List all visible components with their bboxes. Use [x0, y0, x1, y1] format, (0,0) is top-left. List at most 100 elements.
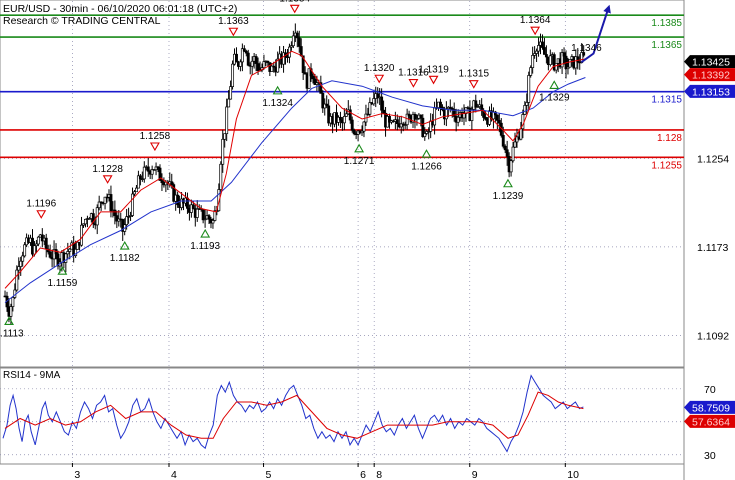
- swing-low-marker: [57, 266, 68, 275]
- swing-low-marker: [354, 143, 365, 153]
- candle-body: [113, 209, 117, 216]
- swing-high-marker: [149, 142, 160, 152]
- swing-low-label: 1.1324: [262, 98, 293, 109]
- candle-body: [376, 93, 380, 99]
- candle-body: [338, 116, 342, 121]
- candle-body: [462, 113, 466, 119]
- candle-body: [91, 213, 95, 225]
- swing-high-label: 1.1363: [218, 16, 249, 27]
- last-price-tag-bg: [684, 55, 735, 69]
- swing-low-marker: [200, 228, 211, 238]
- candle-body: [242, 48, 246, 52]
- candle-body: [219, 163, 223, 190]
- candle-body: [537, 45, 540, 52]
- candle-body: [533, 53, 537, 56]
- candle-body: [262, 61, 266, 69]
- candle-body: [201, 208, 205, 221]
- swing-high-marker: [408, 79, 419, 88]
- candle-body: [195, 208, 199, 218]
- ma-slow-line: [4, 77, 586, 303]
- x-tick-label: 9: [472, 469, 478, 480]
- candle-body: [21, 255, 25, 262]
- candle-body: [480, 104, 484, 111]
- candle-body: [311, 75, 315, 80]
- candle-body: [74, 248, 78, 256]
- candle-body: [350, 119, 354, 131]
- swing-high-label: 1.1315: [458, 69, 489, 80]
- candle-body: [170, 181, 174, 185]
- candle-body: [97, 201, 101, 209]
- candle-body: [131, 193, 134, 216]
- candle-body: [519, 128, 523, 140]
- swing-low-marker: [421, 149, 432, 158]
- candle-body: [17, 266, 21, 271]
- candle-body: [217, 189, 221, 212]
- candle-body: [348, 109, 352, 121]
- chart-source: Research © TRADING CENTRAL: [3, 15, 161, 27]
- candle-body: [225, 106, 229, 135]
- candle-body: [138, 175, 142, 180]
- swing-high-label: 1.1384: [279, 0, 310, 4]
- candle-body: [246, 52, 250, 66]
- candle-body: [103, 196, 107, 204]
- candle-body: [415, 118, 419, 120]
- candle-body: [229, 86, 233, 100]
- candle-body: [476, 106, 480, 108]
- candle-body: [439, 101, 442, 108]
- candle-body: [66, 251, 70, 255]
- candle-body: [240, 48, 244, 63]
- ma-fast-price-tag-label: 1.13392: [692, 70, 730, 82]
- rsi-tick-label: 30: [704, 450, 716, 462]
- rsi-9ma-line: [4, 391, 584, 439]
- swing-high-marker: [468, 80, 479, 89]
- price-label: 1.1346: [571, 43, 602, 54]
- candle-body: [23, 244, 27, 257]
- rsi14-line: [2, 374, 584, 453]
- candle-body: [235, 53, 238, 63]
- x-tick-label: 3: [74, 469, 80, 480]
- ma-fast-price-tag-bg: [684, 68, 735, 82]
- swing-low-marker: [4, 316, 15, 326]
- candle-body: [146, 166, 150, 172]
- candle-body: [427, 130, 431, 133]
- candle-body: [129, 215, 133, 217]
- candle-body: [83, 218, 87, 225]
- swing-low-label: 1.1239: [493, 191, 524, 202]
- swing-high-label: 1.1319: [418, 64, 449, 75]
- price-tick-label: 1.1254: [697, 153, 729, 165]
- rsi-ma-value-tag-label: 57.6364: [692, 416, 730, 428]
- candle-body: [444, 108, 448, 120]
- candle-body: [231, 63, 235, 87]
- candle-body: [421, 117, 425, 138]
- candle-body: [223, 133, 227, 140]
- candle-body: [15, 269, 19, 291]
- candle-body: [501, 134, 505, 147]
- candle-body: [136, 175, 140, 189]
- swing-low-label: 1.1329: [539, 92, 570, 103]
- candle-body: [11, 297, 15, 307]
- candle-body: [158, 167, 162, 181]
- candle-body: [474, 100, 478, 108]
- candle-body: [382, 109, 386, 114]
- candle-body: [360, 130, 364, 134]
- candle-body: [289, 45, 293, 48]
- swing-high-label: 1.1320: [364, 63, 395, 74]
- candle-body: [452, 109, 456, 117]
- candle-body: [211, 220, 215, 224]
- candle-body: [68, 248, 72, 252]
- candle-body: [560, 52, 564, 68]
- candle-body: [552, 54, 556, 71]
- candle-body: [64, 253, 68, 263]
- candle-body: [213, 210, 217, 221]
- annotations-layer: 1.1385 1.1365 1.1315 1.128 1.1255 1.1113 1.119…: [0, 0, 682, 339]
- x-tick-label: 4: [171, 469, 177, 480]
- swing-high-label: 1.1228: [92, 164, 123, 175]
- candle-body: [380, 96, 384, 111]
- candle-body: [297, 37, 301, 47]
- level-label-pivot: 1.1315: [651, 95, 682, 106]
- candle-body: [48, 251, 52, 258]
- candle-body: [127, 216, 131, 218]
- candle-body: [46, 248, 50, 253]
- candle-body: [535, 50, 539, 54]
